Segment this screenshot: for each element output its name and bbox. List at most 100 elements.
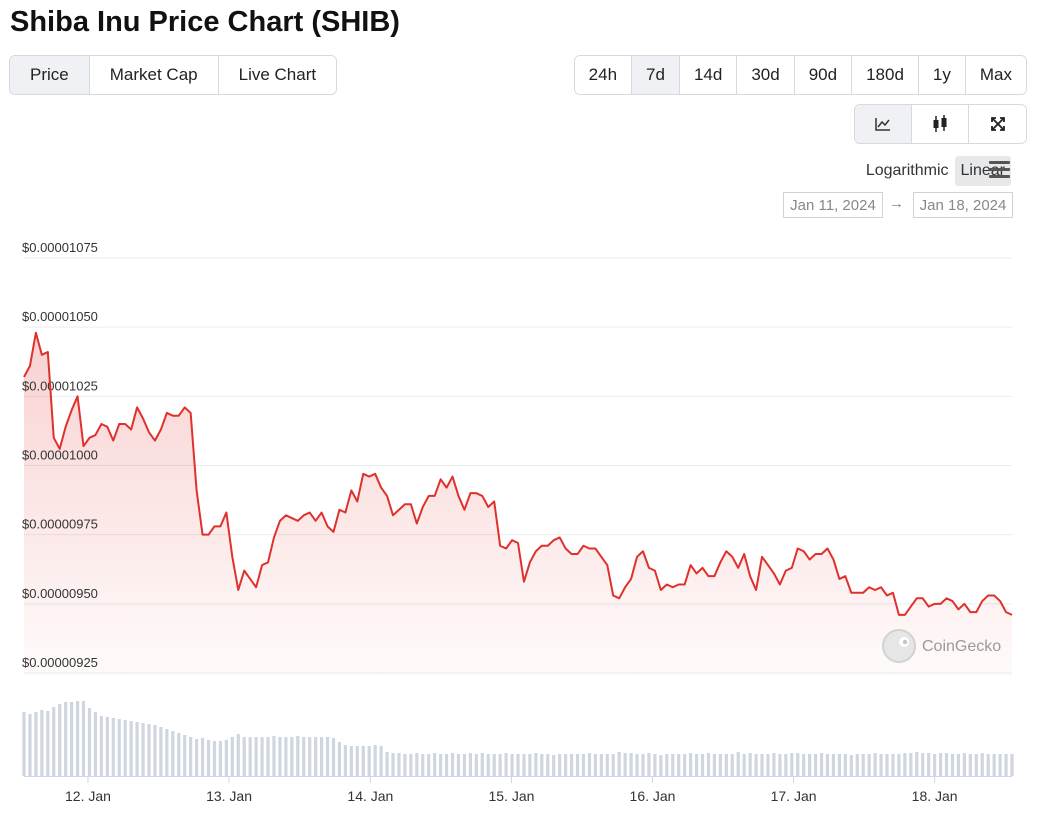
range-button[interactable]: 180d	[852, 56, 919, 94]
volume-bar	[75, 701, 80, 776]
range-button[interactable]: 14d	[679, 56, 738, 94]
volume-bar	[319, 737, 324, 776]
volume-bar	[950, 754, 955, 776]
volume-bar	[64, 702, 68, 776]
volume-bar	[504, 753, 508, 776]
volume-bar	[885, 754, 889, 776]
volume-bar	[314, 737, 318, 776]
range-button[interactable]: 30d	[737, 56, 795, 94]
volume-bar	[689, 753, 693, 776]
volume-bar	[331, 738, 336, 776]
volume-bar	[569, 754, 574, 776]
volume-bar	[825, 754, 830, 776]
volume-bar	[343, 745, 347, 776]
volume-bar	[409, 754, 413, 776]
scale-option[interactable]: Logarithmic	[865, 162, 949, 179]
volume-bar	[653, 754, 657, 776]
volume-bar	[284, 737, 288, 776]
volume-bar	[123, 720, 127, 776]
volume-bar	[677, 754, 681, 776]
volume-bar	[510, 754, 514, 776]
volume-bar	[385, 752, 389, 776]
volume-bar	[790, 753, 794, 776]
volume-bar	[921, 753, 925, 776]
volume-bar	[712, 754, 717, 776]
volume-bar	[427, 754, 431, 776]
volume-bar	[855, 754, 859, 776]
volume-bar	[683, 754, 687, 776]
candle-icon	[933, 115, 947, 132]
volume-bar	[694, 754, 699, 776]
volume-bar	[474, 754, 478, 776]
volume-bar	[980, 753, 984, 776]
x-tick-label: 12. Jan	[65, 788, 111, 804]
volume-bar	[260, 737, 264, 776]
volume-bar	[28, 714, 32, 776]
menu-icon[interactable]	[989, 160, 1011, 180]
volume-bar	[849, 755, 853, 776]
tab[interactable]: Live Chart	[218, 56, 337, 94]
range-button[interactable]: 1y	[918, 56, 966, 94]
date-separator: →	[889, 195, 904, 212]
volume-bar	[195, 739, 199, 776]
volume-bar	[813, 754, 818, 776]
volume-bar	[534, 753, 538, 776]
volume-bar	[605, 754, 609, 776]
line-chart-button[interactable]	[855, 105, 912, 143]
volume-bar	[367, 746, 371, 776]
watermark: CoinGecko	[882, 629, 1001, 663]
tab[interactable]: Price	[10, 56, 90, 94]
volume-bar	[468, 753, 472, 776]
volume-bar	[325, 737, 330, 776]
range-button[interactable]: 7d	[632, 56, 680, 94]
volume-bar	[361, 746, 365, 776]
volume-bar	[439, 754, 443, 776]
volume-bar	[522, 754, 526, 776]
volume-bar	[183, 735, 187, 776]
volume-bar	[909, 753, 913, 776]
volume-bar	[671, 754, 675, 776]
range-group: 24h 7d 14d 30d 90d 180d 1y Max	[573, 55, 1027, 95]
volume-bar	[665, 754, 669, 776]
y-tick-label: $0.00001000	[22, 448, 98, 463]
volume-bar	[70, 702, 74, 776]
volume-bar	[641, 754, 645, 776]
volume-bar	[760, 754, 764, 776]
volume-bar	[278, 737, 282, 776]
y-tick-label: $0.00000925	[22, 655, 98, 670]
fullscreen-button[interactable]	[969, 105, 1026, 143]
x-tick-label: 17. Jan	[771, 788, 817, 804]
date-to[interactable]: Jan 18, 2024	[913, 192, 1013, 218]
volume-bar	[189, 737, 193, 776]
volume-bar	[40, 710, 44, 776]
volume-bar	[230, 737, 234, 776]
volume-bar	[46, 711, 50, 776]
volume-bar	[748, 753, 752, 776]
candlestick-button[interactable]	[912, 105, 969, 143]
date-from[interactable]: Jan 11, 2024	[783, 192, 883, 218]
volume-bar	[927, 753, 931, 776]
range-button[interactable]: 90d	[794, 56, 853, 94]
tab-group: Price Market Cap Live Chart	[9, 55, 338, 95]
volume-bar	[730, 754, 734, 776]
tab[interactable]: Market Cap	[89, 56, 219, 94]
volume-bar	[135, 722, 139, 776]
volume-bar	[177, 733, 181, 776]
volume-bar	[938, 753, 943, 776]
volume-bar	[415, 753, 419, 776]
range-button[interactable]: Max	[965, 56, 1026, 94]
volume-bar	[706, 753, 711, 776]
volume-bar	[403, 754, 407, 776]
volume-bar	[200, 738, 205, 776]
volume-bar	[355, 746, 359, 776]
volume-bar	[718, 754, 722, 776]
range-button[interactable]: 24h	[574, 56, 633, 94]
volume-bar	[1004, 754, 1008, 776]
x-tick-label: 13. Jan	[206, 788, 252, 804]
y-tick-label: $0.00001025	[22, 378, 98, 393]
volume-bar	[242, 737, 246, 776]
volume-bar	[724, 754, 728, 776]
volume-bar	[337, 742, 342, 776]
volume-bar	[944, 753, 949, 776]
volume-bar	[623, 753, 627, 776]
